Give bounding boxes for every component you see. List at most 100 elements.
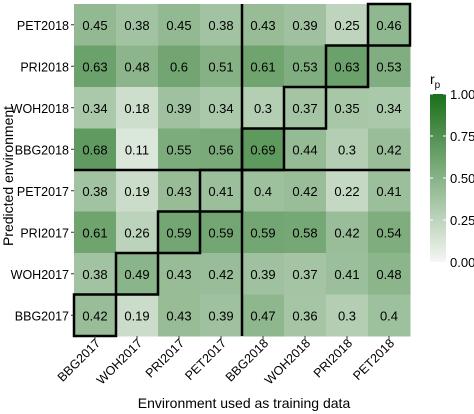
cell-value-label: 0.38 bbox=[124, 18, 149, 33]
cell-value-label: 0.68 bbox=[82, 142, 107, 157]
heatmap-cell bbox=[284, 87, 327, 129]
cell-value-label: 0.59 bbox=[250, 225, 275, 240]
heatmap-cell bbox=[368, 128, 411, 171]
heatmap-cell bbox=[284, 4, 327, 46]
y-axis-title: Predicted environment bbox=[0, 106, 16, 246]
heatmap-cell bbox=[74, 87, 117, 129]
y-tick-label: WOH2017 bbox=[11, 268, 69, 282]
colorbar-ticks: 0.00 0.25 0.50 0.75 1.00 bbox=[430, 87, 474, 270]
colorbar-gradient bbox=[430, 94, 446, 262]
heatmap-cell bbox=[242, 87, 285, 129]
x-tick-label: WOH2018 bbox=[262, 336, 313, 387]
cell-value-label: 0.55 bbox=[166, 142, 191, 157]
cell-value-label: 0.58 bbox=[292, 225, 317, 240]
heatmap-cell bbox=[326, 87, 369, 129]
heatmap-cell bbox=[326, 128, 369, 171]
cell-value-label: 0.41 bbox=[376, 184, 401, 199]
cell-value-label: 0.47 bbox=[250, 308, 275, 323]
heatmap-cell bbox=[368, 211, 411, 254]
colorbar-legend: rp 0.00 0.25 0.50 0.75 1.00 bbox=[430, 71, 474, 270]
heatmap-cell bbox=[74, 170, 117, 212]
highlight-box bbox=[156, 210, 202, 255]
heatmap-cell bbox=[74, 253, 117, 295]
heatmap-cell bbox=[116, 87, 159, 129]
heatmap-cell bbox=[284, 128, 327, 171]
cell-value-label: 0.4 bbox=[380, 308, 398, 323]
heatmap-cell bbox=[116, 4, 159, 46]
cell-value-label: 0.42 bbox=[334, 225, 359, 240]
cell-value-label: 0.22 bbox=[334, 184, 359, 199]
heatmap-cell bbox=[200, 45, 243, 88]
cell-value-label: 0.34 bbox=[376, 101, 401, 116]
y-tick-label: PET2017 bbox=[17, 185, 69, 199]
colorbar-title: rp bbox=[430, 71, 441, 91]
colorbar-title-main: r bbox=[430, 71, 435, 87]
cell-value-label: 0.6 bbox=[170, 59, 188, 74]
cell-value-label: 0.51 bbox=[208, 59, 233, 74]
x-axis-title: Environment used as training data bbox=[138, 395, 351, 411]
cell-value-label: 0.43 bbox=[166, 184, 191, 199]
heatmap-cell bbox=[242, 294, 285, 337]
cell-value-label: 0.36 bbox=[292, 308, 317, 323]
cell-value-label: 0.39 bbox=[208, 308, 233, 323]
heatmap-cell bbox=[326, 211, 369, 254]
cell-value-label: 0.38 bbox=[208, 18, 233, 33]
heatmap-cell bbox=[200, 4, 243, 46]
cell-value-label: 0.4 bbox=[254, 184, 272, 199]
heatmap-value-labels: 0.45 0.38 0.45 0.38 0.43 0.39 0.25 0.46 0.63 0.48… bbox=[82, 18, 401, 324]
cell-value-label: 0.42 bbox=[292, 184, 317, 199]
heatmap-cell bbox=[200, 87, 243, 129]
cell-value-label: 0.42 bbox=[376, 142, 401, 157]
heatmap-cell bbox=[116, 128, 159, 171]
cell-value-label: 0.18 bbox=[124, 101, 149, 116]
highlight-box bbox=[114, 251, 160, 296]
cell-value-label: 0.37 bbox=[292, 267, 317, 282]
heatmap-cell bbox=[158, 211, 201, 254]
heatmap-cell bbox=[200, 170, 243, 212]
heatmap-cell bbox=[158, 4, 201, 46]
colorbar-tick-label: 0.50 bbox=[450, 171, 474, 186]
cell-value-label: 0.39 bbox=[166, 101, 191, 116]
cell-value-label: 0.63 bbox=[334, 59, 359, 74]
heatmap-cell bbox=[368, 45, 411, 88]
y-tick-label: BBG2018 bbox=[15, 143, 69, 157]
heatmap-cell bbox=[116, 211, 159, 254]
heatmap-cell bbox=[368, 253, 411, 295]
highlight-box bbox=[366, 2, 412, 47]
cell-value-label: 0.19 bbox=[124, 184, 149, 199]
heatmap-cell bbox=[116, 45, 159, 88]
heatmap-cell bbox=[116, 253, 159, 295]
heatmap-cell bbox=[368, 87, 411, 129]
heatmap-cell bbox=[326, 294, 369, 337]
heatmap-cell bbox=[284, 170, 327, 212]
cell-value-label: 0.63 bbox=[82, 59, 107, 74]
heatmap-cell bbox=[242, 4, 285, 46]
x-tick-label: PET2018 bbox=[350, 336, 397, 383]
cell-value-label: 0.3 bbox=[254, 101, 272, 116]
cell-value-label: 0.45 bbox=[166, 18, 191, 33]
heatmap-cell bbox=[200, 294, 243, 337]
heatmap-cell bbox=[200, 211, 243, 254]
colorbar-tick-label: 1.00 bbox=[450, 87, 474, 102]
heatmap-cell bbox=[200, 253, 243, 295]
cell-value-label: 0.59 bbox=[208, 225, 233, 240]
cell-value-label: 0.34 bbox=[208, 101, 233, 116]
cell-value-label: 0.46 bbox=[376, 18, 401, 33]
heatmap-cell bbox=[326, 45, 369, 88]
cell-value-label: 0.11 bbox=[125, 142, 149, 157]
heatmap-cell bbox=[74, 128, 117, 171]
highlight-box bbox=[282, 85, 328, 130]
cell-value-label: 0.43 bbox=[166, 308, 191, 323]
cell-value-label: 0.59 bbox=[166, 225, 191, 240]
heatmap-cell bbox=[242, 253, 285, 295]
cell-value-label: 0.43 bbox=[250, 18, 275, 33]
heatmap-cell bbox=[326, 253, 369, 295]
cell-value-label: 0.34 bbox=[82, 101, 107, 116]
heatmap-cell bbox=[368, 4, 411, 46]
x-tick-label: PRI2018 bbox=[311, 336, 355, 380]
heatmap-cell bbox=[158, 170, 201, 212]
cell-value-label: 0.43 bbox=[166, 267, 191, 282]
heatmap-cell bbox=[116, 170, 159, 212]
cell-value-label: 0.26 bbox=[124, 225, 149, 240]
